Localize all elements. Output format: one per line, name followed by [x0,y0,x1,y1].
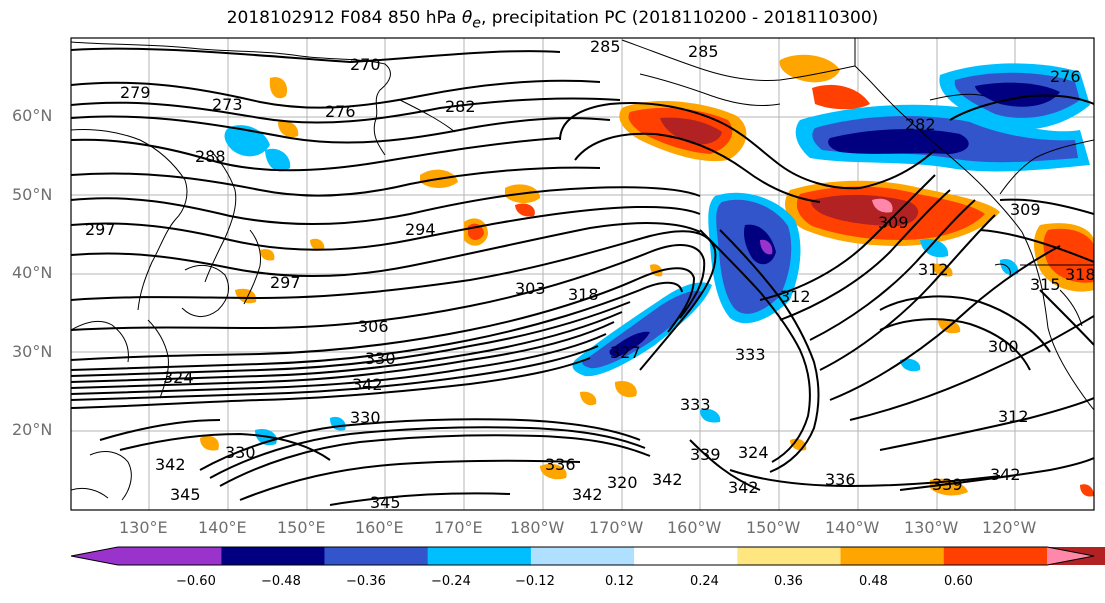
contour-label: 333 [735,345,766,364]
contour-label: 270 [350,55,381,74]
colorbar-tick-label: −0.24 [431,574,471,589]
contour-label: 342 [990,465,1021,484]
contour-label: 339 [690,445,721,464]
colorbar-tick-label: −0.48 [261,574,301,589]
contour-label: 273 [212,95,243,114]
contour-label: 345 [370,493,401,512]
contour-label: 330 [225,443,256,462]
contour-label: 336 [545,455,576,474]
lon-label: 140°E [198,518,247,537]
contour-label: 303 [515,279,546,298]
lon-label: 150°E [277,518,326,537]
contour-label: 342 [572,485,603,504]
contour-label: 294 [405,220,436,239]
colorbar-tick-label: −0.36 [346,574,386,589]
contour-label: 309 [878,213,909,232]
map-frame [70,37,1095,511]
lon-label: 160°W [667,518,722,537]
contour-label: 336 [825,470,856,489]
colorbar-tick-label: −0.12 [515,574,555,589]
colorbar-tick-label: 0.12 [605,574,634,589]
contour-label: 324 [163,368,194,387]
precipitation-shading [200,54,1094,497]
contour-label: 309 [1010,200,1041,219]
lon-label: 150°W [746,518,801,537]
lon-label: 180°W [510,518,565,537]
lon-label: 170°W [589,518,644,537]
contour-label: 312 [918,260,949,279]
lat-label: 40°N [12,263,53,282]
contour-label: 276 [1050,67,1081,86]
contour-label: 342 [155,455,186,474]
lat-label: 20°N [12,420,53,439]
contour-label: 288 [195,147,226,166]
contour-label: 306 [358,317,389,336]
colorbar-tick-label: 0.24 [690,574,719,589]
colorbar-tick-label: 0.60 [944,574,973,589]
contour-label: 297 [270,273,301,292]
lon-label: 140°W [825,518,880,537]
contour-label: 315 [1030,275,1061,294]
contour-label: 282 [905,115,936,134]
lon-label: 130°W [904,518,959,537]
contour-label: 327 [610,343,641,362]
contour-label: 282 [445,97,476,116]
contour-label: 345 [170,485,201,504]
contour-label: 324 [738,443,769,462]
lon-label: 160°E [355,518,404,537]
contour-label: 276 [325,102,356,121]
lon-label: 130°E [119,518,168,537]
gridlines [71,38,1094,510]
contour-label: 285 [688,42,719,61]
colorbar-tick-label: −0.60 [176,574,216,589]
lat-label: 60°N [12,106,53,125]
contour-label: 320 [607,473,638,492]
contour-label: 300 [988,337,1019,356]
colorbar-tick-label: 0.36 [774,574,803,589]
contour-label: 312 [998,407,1029,426]
contour-label: 285 [590,37,621,56]
contour-label: 330 [365,349,396,368]
theta-e-contours [71,47,1094,506]
contour-label: 342 [652,470,683,489]
contour-label: 279 [120,83,151,102]
contour-label: 312 [780,287,811,306]
lat-label: 50°N [12,185,53,204]
contour-label: 342 [352,375,383,394]
colorbar-tick-label: 0.48 [859,574,888,589]
map-title: 2018102912 F084 850 hPa θe, precipitatio… [226,8,879,32]
lon-label: 120°W [982,518,1037,537]
contour-label: 297 [85,220,116,239]
contour-label: 339 [932,475,963,494]
contour-label: 333 [680,395,711,414]
contour-label: 330 [350,408,381,427]
lon-label: 170°E [434,518,483,537]
contour-label: 342 [728,478,759,497]
lat-label: 30°N [12,342,53,361]
contour-label: 318 [568,285,599,304]
contour-label: 318 [1065,265,1096,284]
contour-labels: 270 285 285 279 273 276 282 282 288 276 … [85,37,1096,512]
